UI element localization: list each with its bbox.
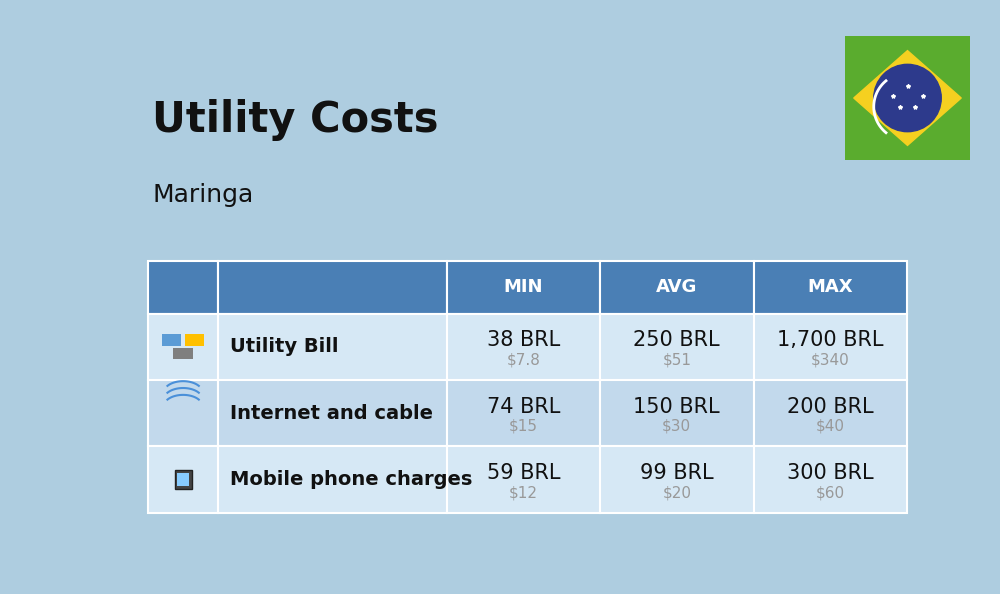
Bar bbox=[600, 314, 754, 380]
Text: Maringa: Maringa bbox=[152, 184, 253, 207]
Bar bbox=[447, 261, 600, 314]
Text: AVG: AVG bbox=[656, 279, 697, 296]
Bar bbox=[162, 334, 181, 346]
Text: $30: $30 bbox=[662, 419, 691, 434]
Bar bbox=[600, 261, 754, 314]
Bar bbox=[447, 314, 600, 380]
Text: $51: $51 bbox=[662, 353, 691, 368]
Bar bbox=[754, 261, 907, 314]
Text: $40: $40 bbox=[816, 419, 845, 434]
Circle shape bbox=[874, 64, 941, 132]
Text: Utility Costs: Utility Costs bbox=[152, 99, 439, 141]
Bar bbox=[148, 446, 218, 513]
Bar bbox=[218, 314, 447, 380]
Text: $15: $15 bbox=[509, 419, 538, 434]
Text: 1,700 BRL: 1,700 BRL bbox=[777, 330, 884, 350]
Text: Utility Bill: Utility Bill bbox=[230, 337, 338, 356]
Bar bbox=[177, 473, 189, 486]
Bar bbox=[447, 380, 600, 446]
Bar bbox=[218, 446, 447, 513]
Text: 59 BRL: 59 BRL bbox=[487, 463, 560, 483]
Bar bbox=[754, 380, 907, 446]
Text: 200 BRL: 200 BRL bbox=[787, 397, 874, 416]
Bar bbox=[185, 334, 204, 346]
Bar bbox=[173, 348, 193, 359]
Polygon shape bbox=[854, 50, 961, 146]
Text: 250 BRL: 250 BRL bbox=[633, 330, 720, 350]
Bar bbox=[148, 261, 218, 314]
Text: MIN: MIN bbox=[504, 279, 543, 296]
Bar bbox=[148, 380, 218, 446]
Text: MAX: MAX bbox=[807, 279, 853, 296]
Bar bbox=[447, 446, 600, 513]
Text: 74 BRL: 74 BRL bbox=[487, 397, 560, 416]
Bar bbox=[600, 380, 754, 446]
Text: $7.8: $7.8 bbox=[506, 353, 540, 368]
Bar bbox=[754, 314, 907, 380]
Text: $60: $60 bbox=[816, 485, 845, 500]
Bar bbox=[218, 380, 447, 446]
Bar bbox=[600, 446, 754, 513]
Text: Mobile phone charges: Mobile phone charges bbox=[230, 470, 472, 489]
Text: $340: $340 bbox=[811, 353, 850, 368]
Text: 99 BRL: 99 BRL bbox=[640, 463, 714, 483]
Text: 38 BRL: 38 BRL bbox=[487, 330, 560, 350]
Bar bbox=[175, 470, 192, 489]
Text: 300 BRL: 300 BRL bbox=[787, 463, 874, 483]
Text: Internet and cable: Internet and cable bbox=[230, 404, 433, 423]
Bar bbox=[218, 261, 447, 314]
Text: $20: $20 bbox=[662, 485, 691, 500]
Text: $12: $12 bbox=[509, 485, 538, 500]
Bar bbox=[148, 314, 218, 380]
Bar bbox=[754, 446, 907, 513]
Text: 150 BRL: 150 BRL bbox=[633, 397, 720, 416]
